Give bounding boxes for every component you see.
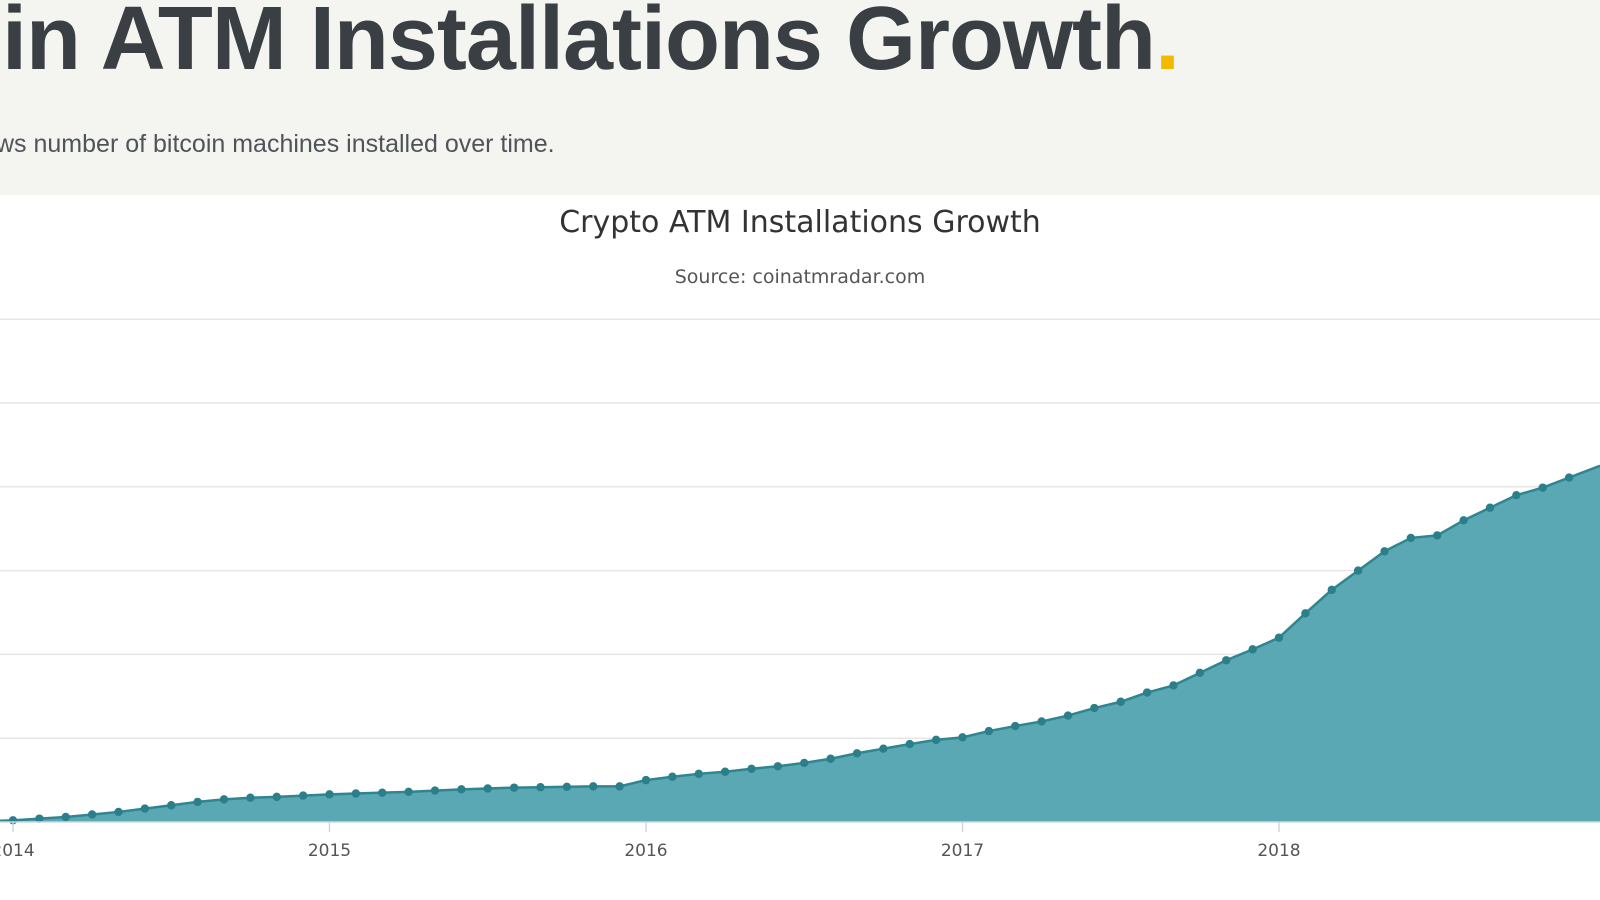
x-tick-label: 2018 [1257,841,1300,861]
x-tick-label: 2017 [941,841,984,861]
data-point [1538,483,1547,492]
data-point [720,767,730,776]
data-point [483,784,492,793]
data-point [1485,503,1495,512]
data-point [167,801,176,810]
data-point [114,807,123,817]
data-point [430,786,440,795]
title-accent-dot: . [1154,0,1180,89]
x-tick-label: 2016 [624,841,667,861]
data-point [1406,533,1416,543]
data-point [457,785,466,794]
data-point [193,797,202,807]
data-point [641,775,651,785]
page-subtitle: ws number of bitcoin machines installed … [0,130,555,158]
data-point [694,769,703,779]
chart-plot: 2014 2015 2016 2017 2018 [0,318,1600,861]
data-point [1142,688,1152,697]
data-point [1459,516,1468,525]
data-point [1327,585,1336,595]
data-point [272,792,281,802]
chart-subtitle: Source: coinatmradar.com [674,266,926,288]
data-point [800,758,809,768]
data-point [298,791,308,800]
data-point [879,744,888,753]
data-point [905,739,914,749]
data-point [589,782,598,791]
data-point [1433,531,1442,540]
page-header: oin ATM Installations Growth. ws number … [0,0,1600,195]
data-point [562,782,572,792]
data-point [668,772,677,781]
data-point [1169,681,1178,690]
x-axis: 2014 2015 2016 2017 2018 [0,821,1600,861]
data-point [931,735,941,745]
chart-title: Crypto ATM Installations Growth [559,205,1041,240]
data-point [852,749,862,758]
x-tick-label: 2015 [308,841,351,861]
data-point [1380,547,1389,556]
data-point [1248,645,1257,654]
data-point [87,810,97,819]
data-point [219,795,229,804]
data-point [378,788,387,797]
data-point [1222,656,1231,665]
data-point [958,733,967,742]
data-point [351,789,361,798]
data-point [1353,566,1363,575]
data-point [615,782,624,791]
data-point [536,783,545,792]
data-point [246,793,255,802]
data-point [61,812,70,822]
data-point [1301,609,1310,618]
data-point [1274,633,1284,642]
page-title-text: oin ATM Installations Growth [0,0,1156,89]
data-point [325,790,334,799]
data-point [984,726,994,736]
data-point [1063,711,1073,720]
data-point [35,814,44,823]
data-point [404,787,413,797]
data-point [747,764,756,773]
data-point [1037,717,1046,726]
data-point [773,762,783,771]
data-point [1512,490,1521,500]
data-point [826,754,835,763]
series-line [0,464,1600,822]
x-tick-label: 2014 [0,841,35,861]
data-point [1090,703,1099,713]
data-point [140,804,150,813]
series-atm-count [0,464,1600,825]
chart-container: 2014 2015 2016 2017 2018 Crypto ATM Installa… [0,195,1600,900]
page-title: oin ATM Installations Growth. [0,0,1180,91]
data-point [1564,473,1574,482]
data-point [1195,668,1205,678]
data-point [509,783,519,792]
data-point [1116,697,1125,706]
series-area [0,465,1600,822]
data-point [1011,721,1020,731]
